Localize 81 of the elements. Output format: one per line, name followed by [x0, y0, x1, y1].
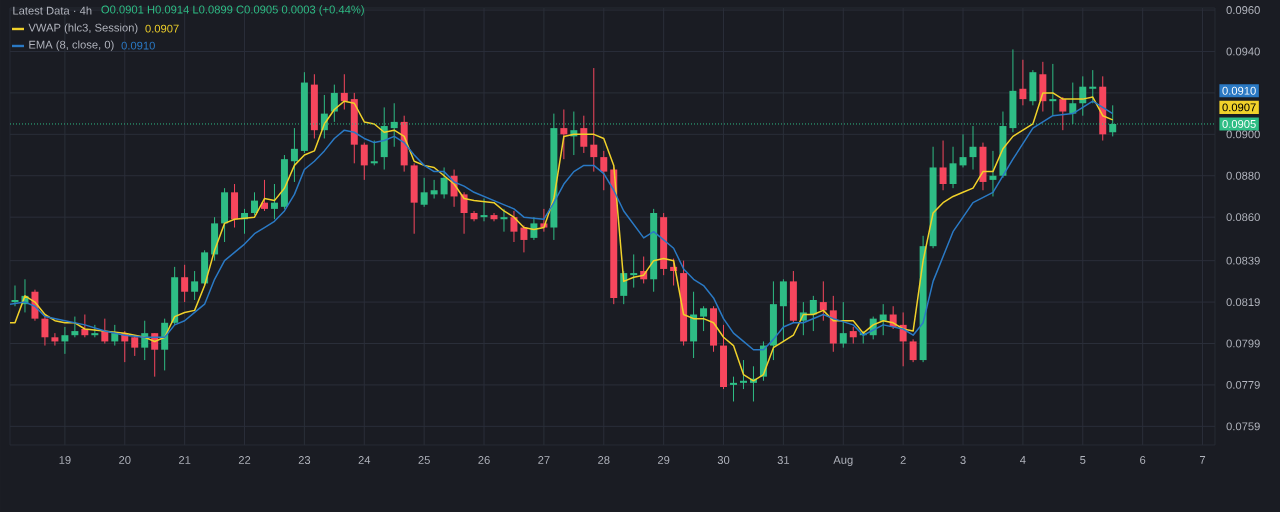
y-tick-label: 0.0759	[1226, 422, 1260, 431]
candlestick	[1019, 59, 1027, 106]
candlestick	[520, 224, 528, 253]
x-tick-label: 7	[1199, 456, 1206, 464]
candlestick	[730, 376, 737, 402]
x-tick-label: 30	[717, 456, 730, 464]
candlestick	[270, 183, 278, 220]
x-tick-label: 24	[358, 456, 371, 464]
x-tick-label: 27	[538, 456, 550, 464]
candlestick	[739, 359, 747, 390]
y-tick-label: 0.0900	[1226, 130, 1260, 139]
annotation: 0.0907	[145, 24, 179, 33]
x-tick-label: 2	[900, 456, 906, 464]
candlestick	[959, 133, 967, 168]
candlestick	[360, 142, 368, 181]
candlestick	[1089, 69, 1097, 104]
y-tick-label: 0.0839	[1226, 256, 1260, 265]
x-tick-label: 28	[598, 456, 610, 464]
x-tick-label: 5	[1080, 456, 1086, 464]
candlestick	[41, 316, 49, 347]
candlestick	[1049, 63, 1057, 117]
candlestick	[530, 216, 538, 241]
x-tick-label: Aug	[833, 456, 853, 467]
candlestick	[949, 146, 957, 189]
candlestick	[839, 301, 847, 349]
text: 0.0910	[1222, 86, 1256, 95]
candlestick	[51, 332, 59, 347]
x-tick-label: 22	[238, 456, 251, 464]
legend-label: VWAP (hlc3, Session)	[28, 23, 138, 34]
x-tick-label: 31	[777, 456, 790, 464]
candlestick	[560, 108, 568, 160]
y-tick-label: 0.0880	[1226, 171, 1260, 180]
candlestick	[480, 198, 488, 222]
y-tick-label: 0.0860	[1226, 213, 1260, 222]
x-tick-label: 26	[478, 456, 490, 464]
x-tick-label: 20	[119, 456, 131, 464]
candlestick	[580, 115, 588, 154]
candlestick	[989, 150, 997, 197]
legend-label: EMA (8, close, 0)	[29, 40, 114, 51]
x-tick-label: 19	[59, 456, 71, 464]
candlestick	[1059, 96, 1067, 131]
x-tick-label: 29	[657, 456, 670, 464]
candlestick	[909, 338, 917, 363]
chart-title: Latest Data · 4h	[13, 6, 92, 15]
candlestick	[819, 280, 827, 322]
candlestick	[71, 316, 79, 338]
candlestick	[141, 320, 149, 361]
y-tick-label: 0.0779	[1226, 380, 1260, 389]
candlestick	[191, 270, 199, 301]
ref-line-label: 0.0905	[1222, 120, 1256, 128]
candlestick	[630, 253, 638, 289]
candlestick	[500, 208, 508, 233]
candlestick	[340, 73, 348, 110]
x-tick-label: 25	[418, 456, 430, 464]
candlestick	[440, 166, 448, 200]
x-tick-label: 23	[298, 456, 311, 464]
x-tick-label: 21	[178, 456, 191, 464]
x-tick-label: 4	[1020, 456, 1026, 464]
candlestick	[590, 67, 598, 173]
x-tick-label: 6	[1140, 456, 1146, 464]
candlestick	[430, 179, 438, 200]
x-tick-label: 3	[960, 456, 966, 464]
y-tick-label: 0.0799	[1226, 339, 1260, 348]
candlestick	[460, 191, 468, 235]
candlestick	[370, 140, 378, 166]
candlestick	[700, 305, 708, 332]
y-tick-label: 0.0940	[1226, 47, 1260, 56]
candlestick	[510, 210, 518, 243]
candlestick	[290, 127, 298, 183]
annotation: 0.0910	[121, 41, 155, 50]
candlestick	[939, 140, 947, 191]
y-tick-label: 0.0819	[1226, 298, 1260, 307]
candlestick	[251, 191, 258, 216]
candlestick	[61, 326, 69, 355]
candlestick	[809, 295, 817, 332]
candlestick	[181, 264, 189, 303]
y-tick-label: 0.0960	[1226, 6, 1260, 15]
candlestick	[600, 150, 608, 191]
text: 0.0907	[1222, 103, 1256, 112]
annotation: O0.0901 H0.0914 L0.0899 C0.0905 0.0003 (+0.44%)	[101, 5, 364, 16]
candlestick	[420, 177, 428, 208]
